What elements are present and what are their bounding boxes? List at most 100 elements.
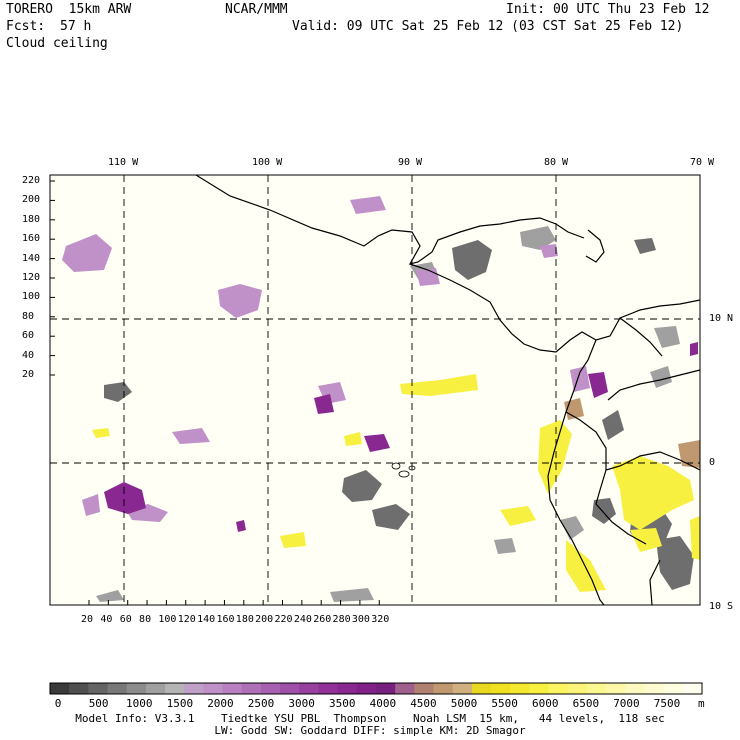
colorbar-swatch — [567, 683, 588, 694]
lat-label-10s: 10 S — [709, 601, 734, 612]
x-tick-label: 120 — [177, 614, 196, 625]
y-tick-label: 220 — [22, 175, 41, 186]
x-tick-label: 40 — [100, 614, 113, 625]
colorbar-swatch — [663, 683, 684, 694]
colorbar — [50, 683, 703, 694]
colorbar-unit: m — [698, 697, 705, 710]
colorbar-swatch — [318, 683, 339, 694]
colorbar-swatch — [548, 683, 569, 694]
x-tick-label: 300 — [351, 614, 370, 625]
x-tick-label: 320 — [371, 614, 390, 625]
x-tick-label: 200 — [255, 614, 274, 625]
x-tick-label: 160 — [216, 614, 235, 625]
map-background — [50, 175, 700, 605]
y-tick-label: 40 — [22, 349, 35, 361]
y-tick-label: 20 — [22, 369, 35, 380]
y-tick-marks — [50, 180, 55, 376]
colorbar-label: 6500 — [572, 697, 600, 710]
colorbar-swatch — [433, 683, 454, 694]
x-tick-label: 240 — [293, 614, 312, 625]
colorbar-label: 7500 — [653, 697, 681, 710]
colorbar-swatch — [356, 683, 377, 694]
lon-label-80w: 80 W — [544, 157, 569, 168]
field-name: Cloud ceiling — [6, 36, 108, 51]
colorbar-label: 2000 — [207, 697, 234, 710]
lon-label-90w: 90 W — [398, 157, 423, 168]
colorbar-swatch — [376, 683, 396, 694]
lon-label-70w: 70 W — [690, 157, 715, 168]
colorbar-swatch — [471, 683, 492, 694]
colorbar-swatch — [299, 683, 319, 694]
colorbar-swatch — [88, 683, 109, 694]
colorbar-swatch — [107, 683, 128, 694]
x-tick-label: 100 — [158, 614, 177, 625]
fcst-label: Fcst: — [6, 19, 46, 34]
colorbar-swatch — [586, 683, 607, 694]
colorbar-label: 6000 — [532, 697, 559, 710]
colorbar-swatch — [145, 683, 166, 694]
colorbar-swatch — [69, 683, 89, 694]
colorbar-swatch — [491, 683, 511, 694]
colorbar-swatch — [414, 683, 435, 694]
x-tick-label: 20 — [81, 614, 94, 625]
y-tick-label: 180 — [22, 213, 41, 225]
x-tick-label: 180 — [235, 614, 254, 625]
mid-cloud-patches-dark — [104, 342, 698, 532]
high-cloud-patches — [92, 374, 700, 592]
mid-cloud-patches-light — [62, 196, 590, 522]
colorbar-swatch — [529, 683, 550, 694]
colorbar-swatch — [510, 683, 530, 694]
y-tick-label: 140 — [22, 252, 41, 264]
model-info-line2: LW: Godd SW: Goddard DIFF: simple KM: 2D… — [214, 724, 526, 737]
colorbar-label: 4500 — [410, 697, 437, 710]
y-tick-label: 100 — [22, 291, 41, 303]
colorbar-label: 5000 — [450, 697, 478, 710]
y-tick-label: 60 — [22, 330, 35, 342]
colorbar-swatch — [203, 683, 224, 694]
x-tick-marks — [88, 600, 380, 605]
colorbar-swatch — [280, 683, 300, 694]
colorbar-swatch — [452, 683, 473, 694]
colorbar-label: 3000 — [288, 697, 315, 710]
y-tick-label: 200 — [22, 194, 41, 206]
colorbar-swatch — [165, 683, 185, 694]
colorbar-label: 500 — [88, 697, 109, 710]
colorbar-swatch — [606, 683, 626, 694]
colorbar-label: 1500 — [166, 697, 194, 710]
colorbar-swatch — [625, 683, 645, 694]
colorbar-swatch — [395, 683, 415, 694]
colorbar-swatch — [126, 683, 147, 694]
x-tick-label: 140 — [197, 614, 216, 625]
colorbar-label: 1000 — [126, 697, 153, 710]
model-info-line1: Model Info: V3.3.1 Tiedtke YSU PBL Thomp… — [75, 712, 665, 725]
x-tick-label: 280 — [332, 614, 351, 625]
y-tick-label: 160 — [22, 233, 41, 245]
colorbar-swatch — [337, 683, 358, 694]
lat-lon-grid — [50, 175, 700, 605]
fcst-value: 57 h — [60, 19, 92, 34]
colorbar-label: 0 — [54, 697, 62, 710]
org-label: NCAR/MMM — [225, 2, 288, 17]
lat-label-10n: 10 N — [709, 313, 734, 324]
colorbar-label: 2500 — [247, 697, 275, 710]
lat-label-0: 0 — [709, 457, 716, 468]
x-tick-label: 80 — [139, 614, 152, 625]
colorbar-swatch — [260, 683, 281, 694]
colorbar-swatch — [50, 683, 70, 694]
colorbar-swatch — [644, 683, 665, 694]
y-tick-label: 120 — [22, 272, 41, 283]
valid-time: Valid: 09 UTC Sat 25 Feb 12 (03 CST Sat … — [292, 19, 684, 34]
colorbar-swatch — [241, 683, 262, 694]
colorbar-label: 5500 — [491, 697, 518, 710]
colorbar-swatch — [682, 683, 703, 694]
colorbar-label: 4000 — [369, 697, 397, 710]
x-tick-label: 220 — [274, 614, 293, 625]
colorbar-swatch — [222, 683, 243, 694]
coastlines — [195, 174, 701, 606]
lon-label-100w: 100 W — [252, 157, 283, 168]
colorbar-label: 7000 — [613, 697, 640, 710]
model-title: TORERO 15km ARW — [6, 2, 132, 17]
colorbar-swatch — [184, 683, 204, 694]
colorbar-label: 3500 — [329, 697, 356, 710]
